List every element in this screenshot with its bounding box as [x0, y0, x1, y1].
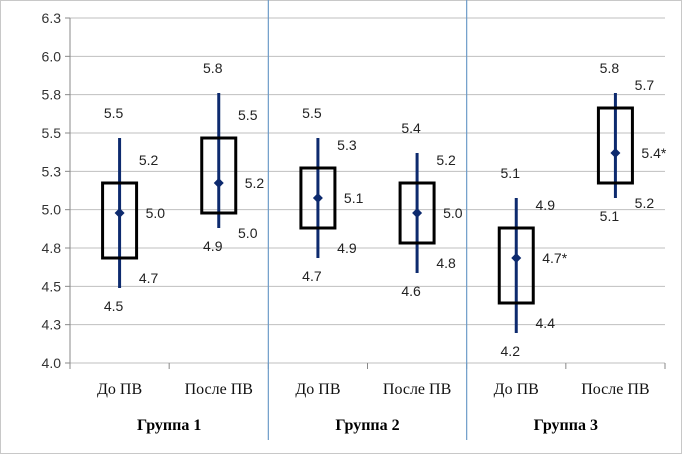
q3-value-label: 5.7: [635, 77, 655, 93]
y-tick-label: 5.0: [42, 202, 62, 218]
category-label: После ПВ: [581, 381, 649, 398]
category-label: После ПВ: [185, 381, 253, 398]
q3-value-label: 5.2: [436, 152, 456, 168]
iqr-box: [101, 181, 139, 260]
y-axis: 4.0 4.3 4.5 4.8 5.0 5.3 5.5 5.8 6.0 6.3: [42, 10, 666, 371]
q1-value-label: 4.9: [337, 240, 357, 256]
iqr-box: [497, 226, 535, 305]
max-value-label: 5.5: [104, 105, 124, 121]
max-value-label: 5.8: [600, 60, 620, 76]
q1-value-label: 5.0: [238, 225, 258, 241]
median-value-label: 5.1: [344, 190, 364, 206]
category-label: До ПВ: [494, 381, 539, 398]
min-value-label: 5.1: [600, 208, 620, 224]
q1-value-label: 4.7: [139, 270, 159, 286]
y-tick-label: 5.5: [42, 125, 62, 141]
min-value-label: 4.6: [401, 283, 421, 299]
y-tick-label: 5.3: [42, 163, 62, 179]
median-marker: [511, 253, 522, 263]
median-marker: [213, 178, 224, 188]
box-plot-item: 5.8 5.7 5.4* 5.2 5.1: [596, 60, 667, 224]
median-marker: [610, 148, 621, 158]
category-label: После ПВ: [383, 381, 451, 398]
q3-value-label: 5.5: [238, 107, 258, 123]
iqr-box: [596, 106, 634, 185]
min-value-label: 4.7: [302, 268, 322, 284]
median-value-label: 5.4*: [641, 145, 666, 161]
group-label: Группа 2: [335, 417, 399, 434]
box-plot-item: 5.8 5.5 5.2 5.0 4.9: [200, 60, 265, 254]
box-plot-item: 5.4 5.2 5.0 4.8 4.6: [398, 120, 463, 299]
y-tick-label: 6.0: [42, 48, 62, 64]
min-value-label: 4.9: [203, 238, 223, 254]
plot-area: 5.5 5.2 5.0 4.7 4.5 5.8 5.5 5.2 5.0 4.9 5.5 5.3 5.1 4…: [101, 60, 667, 359]
y-tick-label: 4.0: [42, 355, 62, 371]
min-value-label: 4.2: [501, 343, 521, 359]
median-marker: [312, 193, 323, 203]
box-plot-item: 5.5 5.3 5.1 4.9 4.7: [299, 105, 364, 284]
min-value-label: 4.5: [104, 298, 124, 314]
q1-value-label: 5.2: [635, 195, 655, 211]
q1-value-label: 4.8: [436, 255, 456, 271]
group-separators: [267, 0, 468, 440]
y-tick-label: 4.3: [42, 317, 62, 333]
median-value-label: 5.2: [245, 175, 265, 191]
q3-value-label: 4.9: [536, 197, 556, 213]
group-label: Группа 3: [534, 417, 598, 434]
q3-value-label: 5.3: [337, 137, 357, 153]
y-tick-label: 5.8: [42, 87, 62, 103]
q3-value-label: 5.2: [139, 152, 159, 168]
x-axis-labels: Группа 1 Группа 2 Группа 3 До ПВ После ПВ До …: [97, 381, 650, 434]
category-label: До ПВ: [97, 381, 142, 398]
max-value-label: 5.8: [203, 60, 223, 76]
median-value-label: 4.7*: [542, 250, 567, 266]
q1-value-label: 4.4: [536, 315, 556, 331]
median-marker: [412, 208, 423, 218]
box-plot-item: 5.5 5.2 5.0 4.7 4.5: [101, 105, 166, 314]
max-value-label: 5.4: [401, 120, 421, 136]
median-marker: [114, 208, 125, 218]
median-value-label: 5.0: [443, 205, 463, 221]
box-plot-item: 5.1 4.9 4.7* 4.4 4.2: [497, 165, 568, 359]
y-tick-label: 6.3: [42, 10, 62, 26]
max-value-label: 5.5: [302, 105, 322, 121]
iqr-box: [299, 166, 337, 230]
category-label: До ПВ: [295, 381, 340, 398]
iqr-box: [200, 136, 238, 215]
median-value-label: 5.0: [146, 205, 166, 221]
y-tick-label: 4.5: [42, 278, 62, 294]
group-label: Группа 1: [137, 417, 201, 434]
iqr-box: [398, 181, 436, 245]
y-tick-label: 4.8: [42, 240, 62, 256]
max-value-label: 5.1: [501, 165, 521, 181]
